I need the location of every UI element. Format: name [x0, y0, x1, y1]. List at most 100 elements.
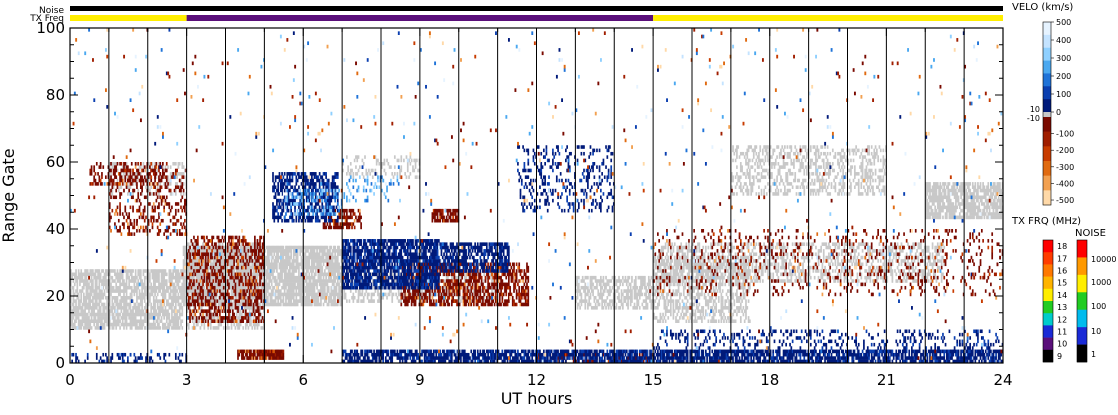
scatter-cell	[143, 289, 146, 293]
scatter-cell	[106, 282, 108, 287]
scatter-cell	[273, 249, 276, 253]
scatter-cell	[320, 285, 322, 290]
scatter-cell	[195, 249, 198, 253]
scatter-cell	[331, 272, 334, 277]
scatter-cell	[231, 302, 234, 307]
scatter-cell	[303, 255, 305, 260]
scatter-cell	[142, 282, 145, 287]
scatter-cell	[159, 309, 162, 313]
scatter-cell	[93, 289, 96, 293]
scatter-cell	[682, 269, 685, 273]
scatter-cell	[327, 272, 330, 277]
scatter-cell	[322, 259, 325, 263]
scatter-cell	[618, 285, 620, 290]
scatter-cell	[121, 306, 124, 310]
scatter-cell	[72, 296, 75, 300]
scatter-cell	[138, 292, 141, 297]
scatter-cell	[285, 302, 287, 307]
scatter-cell	[219, 275, 221, 280]
scatter-cell	[212, 326, 215, 330]
scatter-cell	[322, 282, 325, 287]
scatter-cell	[333, 292, 335, 297]
scatter-cell	[169, 275, 172, 280]
scatter-cell	[587, 275, 589, 280]
scatter-cell	[154, 275, 156, 280]
scatter-cell	[128, 322, 131, 327]
scatter-cell	[264, 265, 267, 270]
scatter-cell	[241, 269, 243, 273]
scatter-cell	[336, 245, 339, 250]
scatter-cell	[88, 302, 90, 307]
scatter-cell	[79, 272, 81, 277]
scatter-cell	[121, 319, 124, 323]
scatter-cell	[326, 272, 329, 277]
scatter-cell	[147, 302, 150, 307]
scatter-cell	[190, 242, 193, 246]
scatter-cell	[300, 279, 303, 283]
scatter-cell	[327, 269, 330, 273]
scatter-cell	[117, 322, 120, 327]
scatter-cell	[282, 292, 285, 297]
scatter-cell	[274, 275, 277, 280]
scatter-cell	[106, 322, 108, 327]
scatter-cell	[206, 296, 208, 300]
scatter-cell	[124, 319, 127, 323]
scatter-cell	[596, 285, 598, 290]
scatter-cell	[134, 279, 137, 283]
scatter-cell	[326, 279, 329, 283]
scatter-cell	[289, 262, 291, 267]
scatter-cell	[631, 279, 633, 283]
scatter-cell	[282, 296, 285, 300]
scatter-cell	[334, 289, 337, 293]
scatter-cell	[121, 289, 124, 293]
scatter-cell	[159, 299, 162, 303]
scatter-cell	[98, 306, 101, 310]
scatter-cell	[151, 322, 154, 327]
scatter-cell	[325, 252, 327, 256]
scatter-cell	[276, 282, 278, 287]
scatter-cell	[671, 242, 673, 246]
scatter-cell	[298, 262, 300, 267]
scatter-cell	[147, 285, 150, 290]
scatter-cell	[239, 309, 242, 313]
scatter-cell	[171, 299, 173, 303]
scatter-cell	[336, 279, 339, 283]
scatter-cell	[187, 322, 190, 327]
scatter-cell	[269, 252, 272, 256]
scatter-cell	[71, 275, 73, 280]
scatter-cell	[225, 265, 228, 270]
scatter-cell	[299, 292, 302, 297]
scatter-cell	[160, 275, 163, 280]
scatter-cell	[314, 302, 317, 307]
scatter-cell	[82, 302, 85, 307]
scatter-cell	[246, 322, 248, 327]
scatter-cell	[114, 309, 116, 313]
scatter-cell	[292, 255, 295, 260]
scatter-cell	[123, 289, 125, 293]
scatter-cell	[193, 265, 195, 270]
scatter-cell	[120, 185, 123, 189]
scatter-cell	[300, 285, 303, 290]
scatter-cell	[132, 309, 134, 313]
scatter-cell	[95, 296, 98, 300]
scatter-cell	[217, 249, 220, 253]
scatter-cell	[181, 285, 184, 290]
scatter-cell	[327, 285, 330, 290]
scatter-cell	[141, 299, 143, 303]
scatter-cell	[260, 245, 263, 250]
scatter-cell	[339, 252, 342, 256]
scatter-cell	[169, 289, 172, 293]
scatter-cell	[73, 306, 76, 310]
scatter-cell	[304, 245, 307, 250]
scatter-cell	[294, 299, 296, 303]
scatter-cell	[202, 285, 204, 290]
scatter-cell	[283, 252, 286, 256]
scatter-cell	[326, 285, 329, 290]
scatter-cell	[307, 265, 309, 270]
scatter-cell	[264, 282, 267, 287]
scatter-cell	[154, 326, 156, 330]
scatter-cell	[168, 272, 171, 277]
scatter-cell	[92, 285, 94, 290]
scatter-cell	[330, 259, 333, 263]
scatter-cell	[246, 302, 248, 307]
